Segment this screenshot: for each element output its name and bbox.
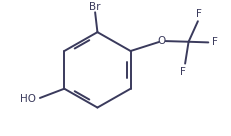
Text: F: F: [195, 9, 201, 19]
Text: F: F: [211, 37, 217, 47]
Text: Br: Br: [89, 2, 100, 12]
Text: O: O: [157, 36, 165, 46]
Text: HO: HO: [20, 94, 36, 104]
Text: F: F: [179, 67, 185, 77]
